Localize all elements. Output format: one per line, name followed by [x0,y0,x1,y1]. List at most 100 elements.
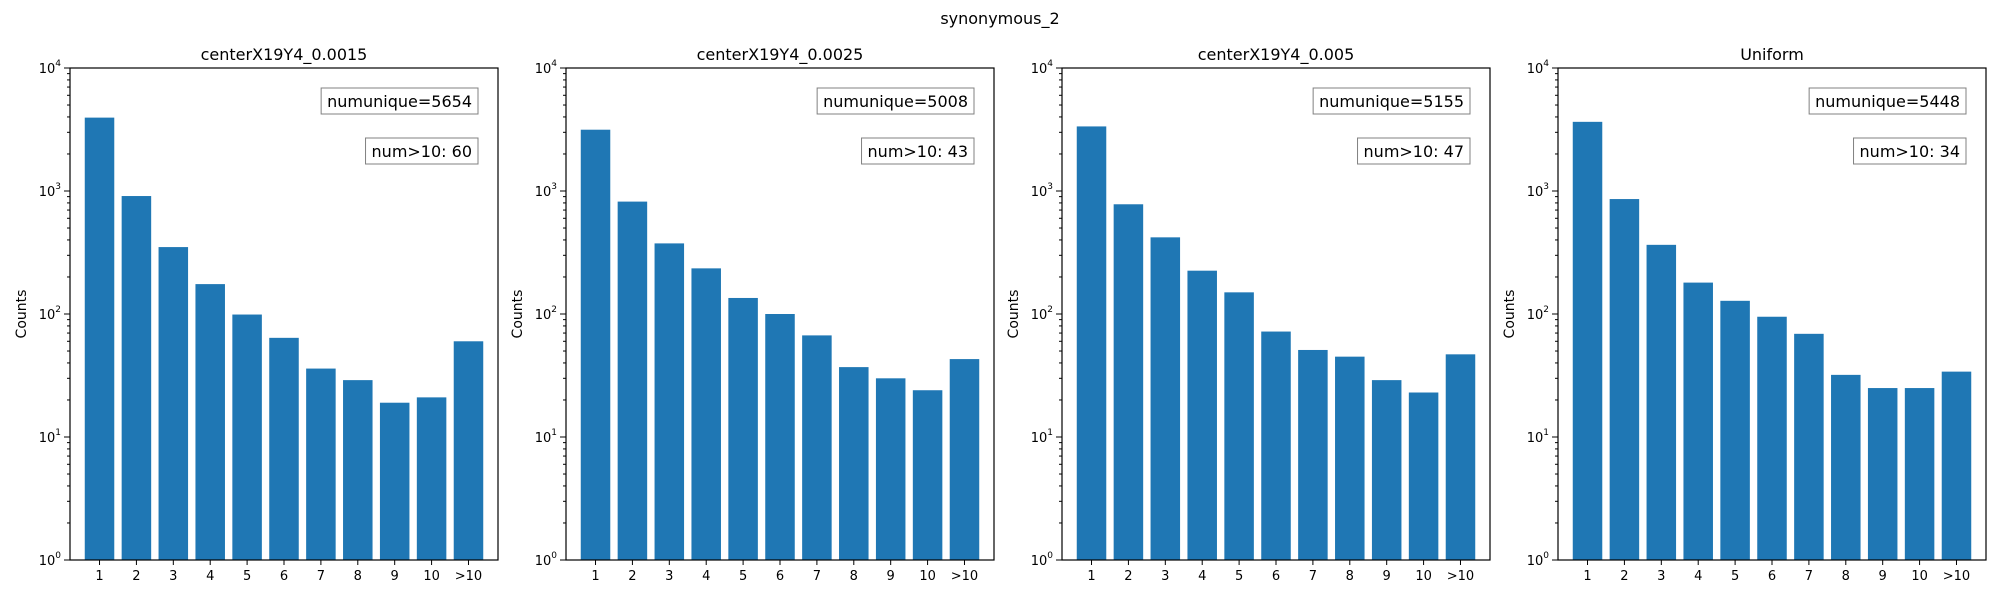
bar [1609,199,1640,560]
panel-3: centerX19Y4_0.005 Counts 1 2 3 4 5 6 7 8 9 10 >10 100… [1006,45,1491,584]
y-tick-label: 100 [39,551,62,569]
bar [232,314,262,560]
x-tick-label: >10 [1447,569,1474,584]
panel-4: Uniform Counts 1 2 3 4 5 6 7 8 9 10 >10 100 101 102 103 1… [1502,45,1987,584]
bar [158,247,189,560]
bar [912,390,943,560]
x-tick-label: 8 [354,569,362,584]
bar [1794,333,1824,560]
annotation-box [365,137,479,165]
y-axis-label: Counts [14,290,30,339]
bar [949,359,980,560]
x-tick-label: 2 [628,569,636,584]
y-tick-label: 100 [1031,551,1054,569]
y-tick-label: 102 [39,305,61,323]
annotation-text: num>10: 34 [1860,142,1960,161]
bar [1187,270,1217,560]
y-tick-label: 100 [535,551,558,569]
x-tick-label: 4 [1198,569,1206,584]
annotation-text: numunique=5008 [823,92,968,111]
bar [1867,388,1898,560]
x-tick-label: 9 [1383,569,1391,584]
axes-frame [565,67,995,561]
bar [84,117,115,560]
figure-suptitle: synonymous_2 [940,9,1059,29]
x-tick-label: 8 [1346,569,1354,584]
x-tick-label: 1 [1087,569,1095,584]
bar [1371,380,1402,560]
y-tick-label: 103 [1031,182,1053,200]
bar [1572,121,1603,560]
bar [875,378,906,560]
axes-frame [69,67,499,561]
bar [1408,392,1439,560]
x-tick-label: 8 [1842,569,1850,584]
bar [1904,388,1935,560]
bar [728,297,758,560]
bar [839,367,869,560]
annotation-box [1853,137,1967,165]
x-tick-label: 5 [243,569,251,584]
bar [654,243,685,560]
bar [1298,349,1328,560]
y-tick-label: 104 [1527,59,1550,77]
x-tick-label: 3 [1657,569,1665,584]
axes-frame [1557,67,1987,561]
bar [1261,331,1291,560]
annotation-text: num>10: 47 [1364,142,1464,161]
x-tick-label: 10 [919,569,936,584]
panel-title: centerX19Y4_0.0025 [697,45,864,65]
annotation-text: numunique=5654 [327,92,472,111]
x-tick-label: 6 [1272,569,1280,584]
bar [269,337,299,560]
bar [1941,371,1972,560]
x-tick-label: 1 [591,569,599,584]
bar [617,201,648,560]
bar [195,284,225,560]
x-tick-label: 8 [850,569,858,584]
annotation-box [816,87,975,115]
x-tick-label: 9 [1879,569,1887,584]
bar [1646,244,1677,560]
bar [1720,300,1750,560]
x-tick-label: 2 [132,569,140,584]
panel-title: centerX19Y4_0.005 [1198,45,1355,65]
bar [691,268,721,560]
x-tick-label: 10 [1911,569,1928,584]
panel-2: centerX19Y4_0.0025 Counts 1 2 3 4 5 6 7 8 9 10 >10 10… [510,45,995,584]
y-tick-label: 102 [1527,305,1549,323]
x-tick-label: 10 [1415,569,1432,584]
bar [1831,374,1861,560]
x-tick-label: 2 [1124,569,1132,584]
bar [1757,316,1787,560]
axes-frame [1061,67,1491,561]
y-tick-label: 101 [39,428,61,446]
x-tick-label: 3 [1161,569,1169,584]
bar [1150,237,1181,560]
annotation-text: num>10: 60 [372,142,472,161]
bar [802,335,832,560]
bar [1335,356,1365,560]
annotation-box [1357,137,1471,165]
y-tick-label: 102 [1031,305,1053,323]
bar [1224,292,1254,560]
y-tick-label: 101 [535,428,557,446]
x-tick-label: >10 [455,569,482,584]
bar [121,196,152,560]
panel-1: centerX19Y4_0.0015 Counts 1 2 3 4 5 6 7 8 9 10 >10 10… [14,45,499,584]
y-tick-label: 101 [1031,428,1053,446]
bar [416,397,447,560]
x-tick-label: >10 [1943,569,1970,584]
x-tick-label: 5 [1235,569,1243,584]
x-tick-label: 7 [1309,569,1317,584]
bar [343,380,373,560]
x-tick-label: 5 [739,569,747,584]
bar [765,314,795,560]
bar [1076,126,1107,560]
y-tick-label: 103 [1527,182,1549,200]
x-tick-label: 1 [95,569,103,584]
x-tick-label: 9 [887,569,895,584]
y-tick-label: 104 [1031,59,1054,77]
bar [580,129,611,560]
